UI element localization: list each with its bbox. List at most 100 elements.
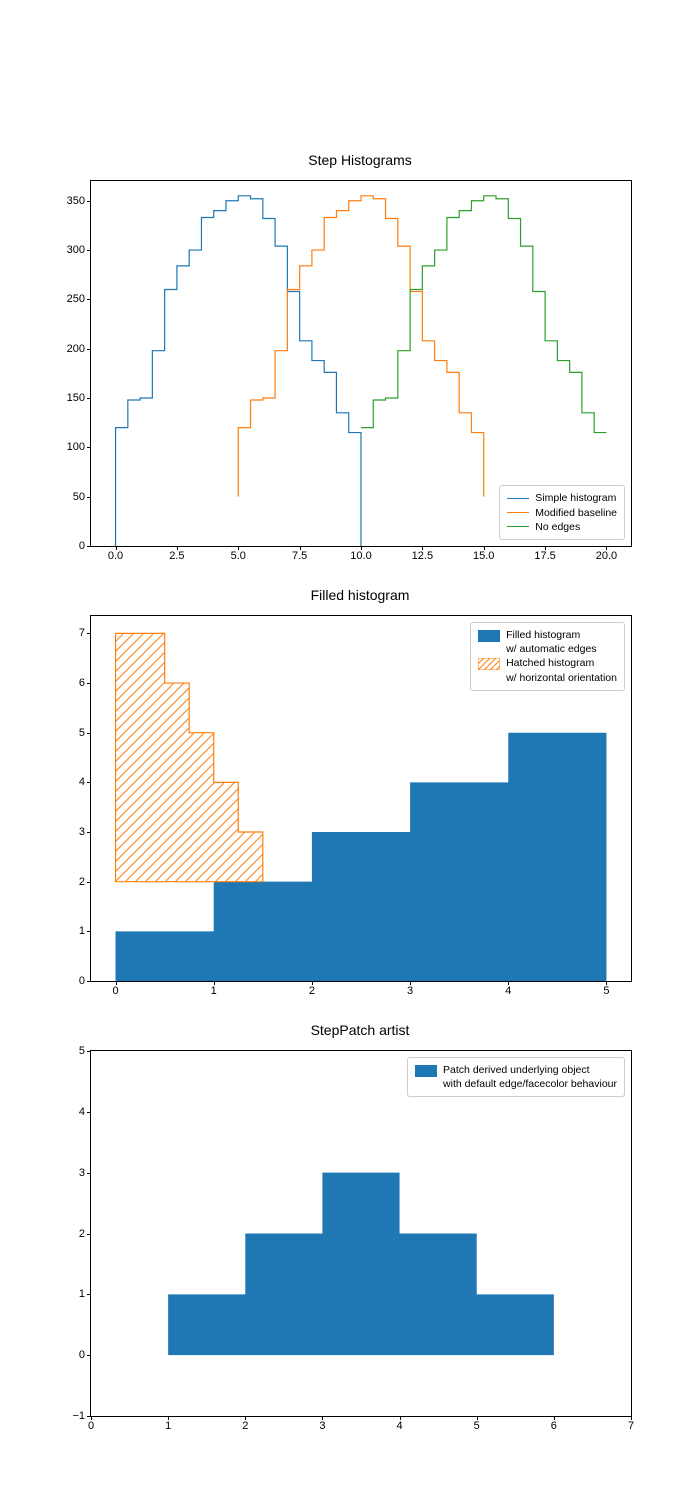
ytick-mark <box>87 398 91 399</box>
legend-line-icon <box>507 526 529 527</box>
chart2-title: Filled histogram <box>90 587 630 603</box>
xtick-label: 0 <box>112 985 118 997</box>
legend-row: Filled histogram w/ automatic edges <box>478 628 617 656</box>
legend-label: Patch derived underlying object with def… <box>443 1063 617 1091</box>
ytick-label: 50 <box>73 491 85 503</box>
ytick-label: 3 <box>79 1167 85 1179</box>
ytick-mark <box>87 546 91 547</box>
ytick-label: 100 <box>67 441 85 453</box>
ytick-mark <box>87 683 91 684</box>
xtick-label: 5 <box>474 1420 480 1432</box>
ytick-mark <box>87 882 91 883</box>
ytick-label: 0 <box>79 975 85 987</box>
ytick-label: 6 <box>79 677 85 689</box>
xtick-label: 7 <box>628 1420 634 1432</box>
xtick-label: 1 <box>165 1420 171 1432</box>
ytick-label: −1 <box>72 1410 85 1422</box>
ytick-label: 0 <box>79 1349 85 1361</box>
chart3-title: StepPatch artist <box>90 1022 630 1038</box>
xtick-label: 6 <box>551 1420 557 1432</box>
ytick-label: 5 <box>79 727 85 739</box>
chart2-legend: Filled histogram w/ automatic edgesHatch… <box>470 622 625 691</box>
ytick-mark <box>87 447 91 448</box>
chart3-plot-area: Patch derived underlying object with def… <box>90 1050 632 1417</box>
ytick-mark <box>87 1355 91 1356</box>
ytick-label: 0 <box>79 540 85 552</box>
legend-label: Filled histogram w/ automatic edges <box>506 628 596 656</box>
chart3-legend: Patch derived underlying object with def… <box>407 1057 625 1097</box>
ytick-mark <box>87 1294 91 1295</box>
legend-row: Patch derived underlying object with def… <box>415 1063 617 1091</box>
xtick-label: 20.0 <box>596 550 617 562</box>
legend-line-icon <box>507 512 529 513</box>
xtick-label: 15.0 <box>473 550 494 562</box>
xtick-label: 12.5 <box>412 550 433 562</box>
ytick-label: 7 <box>79 627 85 639</box>
ytick-mark <box>87 1234 91 1235</box>
ytick-mark <box>87 1112 91 1113</box>
xtick-label: 0.0 <box>108 550 123 562</box>
legend-patch-icon <box>478 658 500 670</box>
ytick-mark <box>87 299 91 300</box>
chart1-plot-area: Simple histogramModified baselineNo edge… <box>90 180 632 547</box>
legend-line-icon <box>507 498 529 499</box>
ytick-mark <box>87 1173 91 1174</box>
ytick-mark <box>87 733 91 734</box>
legend-row: Simple histogram <box>507 491 617 505</box>
xtick-label: 4 <box>397 1420 403 1432</box>
ytick-label: 300 <box>67 244 85 256</box>
legend-row: No edges <box>507 520 617 534</box>
ytick-label: 4 <box>79 776 85 788</box>
ytick-mark <box>87 981 91 982</box>
xtick-label: 3 <box>407 985 413 997</box>
ytick-label: 1 <box>79 925 85 937</box>
xtick-label: 17.5 <box>534 550 555 562</box>
ytick-label: 3 <box>79 826 85 838</box>
figure: Step Histograms Simple histogramModified… <box>0 0 700 1500</box>
xtick-label: 2.5 <box>169 550 184 562</box>
ytick-mark <box>87 1051 91 1052</box>
ytick-label: 2 <box>79 1228 85 1240</box>
ytick-label: 150 <box>67 392 85 404</box>
legend-label: No edges <box>535 520 580 534</box>
ytick-mark <box>87 1416 91 1417</box>
legend-label: Simple histogram <box>535 491 616 505</box>
ytick-mark <box>87 832 91 833</box>
ytick-mark <box>87 201 91 202</box>
legend-patch-icon <box>478 630 500 642</box>
ytick-mark <box>87 349 91 350</box>
xtick-label: 2 <box>242 1420 248 1432</box>
ytick-label: 5 <box>79 1045 85 1057</box>
ytick-label: 1 <box>79 1288 85 1300</box>
xtick-label: 10.0 <box>350 550 371 562</box>
xtick-label: 1 <box>211 985 217 997</box>
xtick-label: 2 <box>309 985 315 997</box>
chart2-plot-area: Filled histogram w/ automatic edgesHatch… <box>90 615 632 982</box>
xtick-label: 0 <box>88 1420 94 1432</box>
legend-label: Modified baseline <box>535 506 617 520</box>
xtick-label: 5.0 <box>231 550 246 562</box>
xtick-label: 7.5 <box>292 550 307 562</box>
chart3-svg <box>91 1051 631 1416</box>
ytick-mark <box>87 633 91 634</box>
chart1-legend: Simple histogramModified baselineNo edge… <box>499 485 625 540</box>
xtick-label: 4 <box>505 985 511 997</box>
ytick-label: 250 <box>67 293 85 305</box>
ytick-mark <box>87 931 91 932</box>
step-patch <box>168 1173 554 1356</box>
ytick-label: 2 <box>79 876 85 888</box>
legend-patch-icon <box>415 1065 437 1077</box>
xtick-label: 3 <box>319 1420 325 1432</box>
legend-row: Modified baseline <box>507 506 617 520</box>
subplot-steppatch-artist: StepPatch artist Patch derived underlyin… <box>90 1050 630 1415</box>
ytick-label: 350 <box>67 195 85 207</box>
legend-label: Hatched histogram w/ horizontal orientat… <box>506 656 617 684</box>
subplot-step-histograms: Step Histograms Simple histogramModified… <box>90 180 630 545</box>
xtick-label: 5 <box>603 985 609 997</box>
ytick-mark <box>87 250 91 251</box>
hatched-histogram <box>116 633 263 881</box>
ytick-label: 4 <box>79 1106 85 1118</box>
legend-row: Hatched histogram w/ horizontal orientat… <box>478 656 617 684</box>
ytick-mark <box>87 497 91 498</box>
chart1-title: Step Histograms <box>90 152 630 168</box>
